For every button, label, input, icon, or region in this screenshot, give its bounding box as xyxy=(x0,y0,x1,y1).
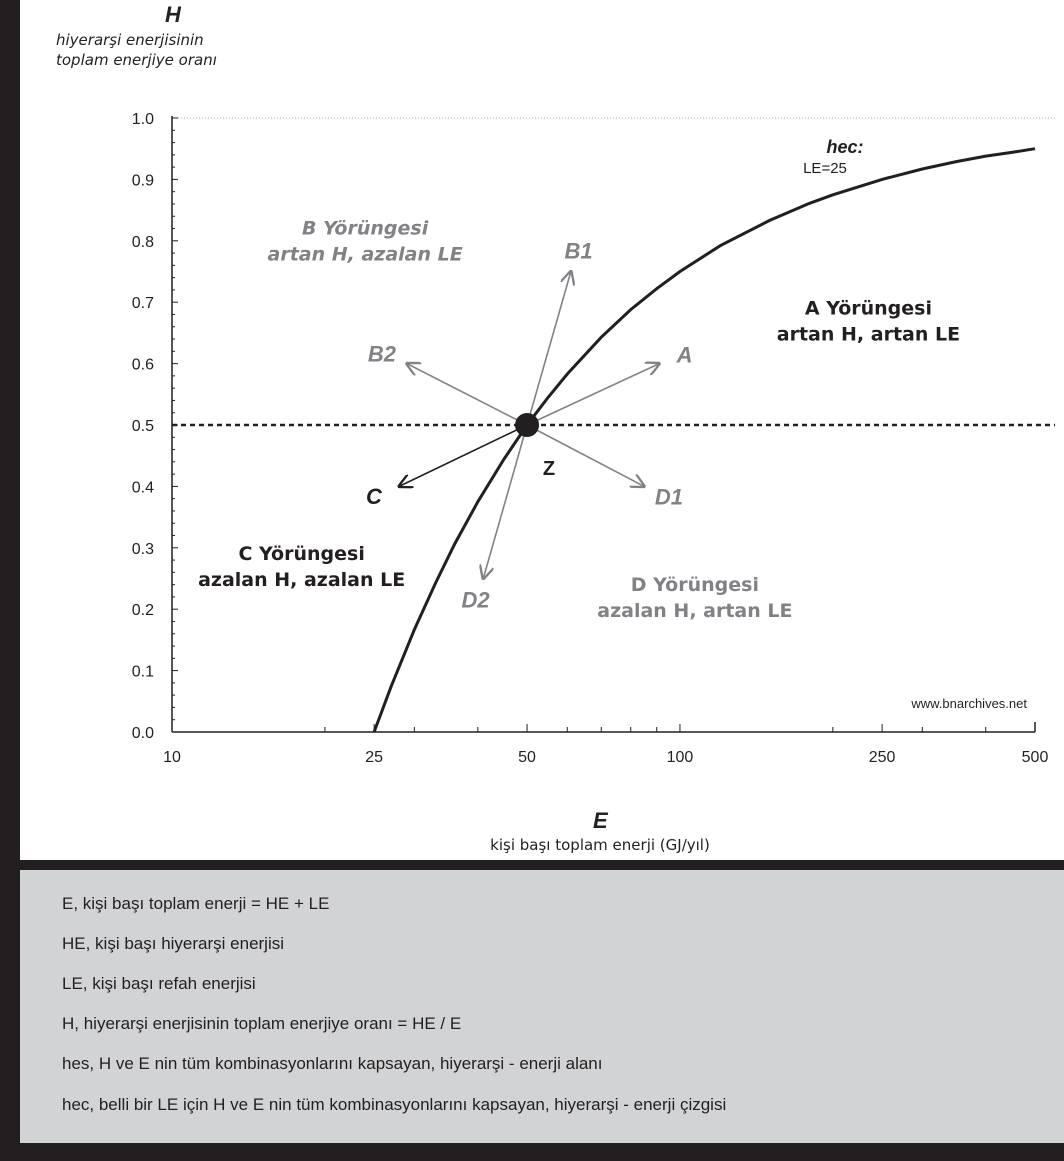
y-tick-label: 0.6 xyxy=(132,357,154,374)
region-label-line: A Yörüngesi xyxy=(805,297,932,319)
definition-line: HE, kişi başı hiyerarşi enerjisi xyxy=(62,934,285,953)
y-tick-label: 0.0 xyxy=(132,725,154,742)
region-label-line: azalan H, azalan LE xyxy=(198,569,405,591)
region-label-line: C Yörüngesi xyxy=(238,543,364,565)
arrow-label-a: A xyxy=(676,342,693,367)
y-tick-label: 0.5 xyxy=(132,418,154,435)
watermark: www.bnarchives.net xyxy=(910,696,1027,711)
chart-svg: 0.0 0.1 0.2 0.3 0.4 0.5 0.6 0.7 0.8 0.9 1.0 10 25 50 1… xyxy=(132,111,1055,766)
arrow-label-c: C xyxy=(366,484,383,509)
y-tick-label: 1.0 xyxy=(132,111,154,128)
x-tick-label: 10 xyxy=(163,749,181,766)
point-z-marker xyxy=(515,413,540,437)
y-axis-subtitle-line: toplam enerjiye oranı xyxy=(56,51,217,69)
arrow-d2 xyxy=(483,424,528,579)
x-tick-label: 25 xyxy=(365,749,383,766)
x-tick-label: 50 xyxy=(518,749,536,766)
definition-line: hec, belli bir LE için H ve E nin tüm ko… xyxy=(62,1095,727,1114)
definition-line: hes, H ve E nin tüm kombinasyonlarını ka… xyxy=(62,1054,603,1073)
point-z-label: Z xyxy=(543,458,555,480)
definition-line: H, hiyerarşi enerjisinin toplam enerjiye… xyxy=(62,1014,462,1033)
hec-series-sub: LE=25 xyxy=(803,160,847,177)
definition-line: LE, kişi başı refah enerjisi xyxy=(62,974,256,993)
y-tick-label: 0.7 xyxy=(132,295,154,312)
x-tick-label: 250 xyxy=(869,749,896,766)
y-tick-label: 0.3 xyxy=(132,541,154,558)
arrow-b2 xyxy=(407,364,528,426)
y-tick-label: 0.2 xyxy=(132,602,154,619)
region-label-line: D Yörüngesi xyxy=(631,574,759,596)
hec-series-name: hec: xyxy=(826,137,863,157)
y-tick-label: 0.8 xyxy=(132,234,154,251)
x-tick-label: 100 xyxy=(667,749,694,766)
y-axis-subtitle: hiyerarşi enerjisinin toplam enerjiye or… xyxy=(56,30,356,70)
y-tick-label: 0.9 xyxy=(132,172,154,189)
definitions-box: E, kişi başı toplam enerji = HE + LE HE,… xyxy=(20,870,1064,1143)
y-axis-subtitle-line: hiyerarşi enerjisinin xyxy=(56,31,204,49)
y-axis-title: H xyxy=(165,2,181,27)
definition-line: E, kişi başı toplam enerji = HE + LE xyxy=(62,894,330,913)
arrow-b1 xyxy=(526,272,571,426)
region-label-line: azalan H, artan LE xyxy=(597,600,792,622)
arrow-d1 xyxy=(526,424,644,486)
arrow-label-b2: B2 xyxy=(368,342,397,367)
x-axis-subtitle: kişi başı toplam enerji (GJ/yıl) xyxy=(490,836,710,854)
region-label-line: B Yörüngesi xyxy=(302,218,429,240)
x-tick-label: 500 xyxy=(1022,749,1049,766)
chart-panel: 0.0 0.1 0.2 0.3 0.4 0.5 0.6 0.7 0.8 0.9 1.0 10 25 50 1… xyxy=(20,0,1064,860)
arrow-a xyxy=(526,364,659,426)
region-label-line: artan H, azalan LE xyxy=(268,244,463,266)
hec-curve xyxy=(372,147,1036,733)
x-axis-title: E xyxy=(593,808,608,833)
y-tick-label: 0.1 xyxy=(132,664,154,681)
arrow-label-b1: B1 xyxy=(565,238,593,263)
arrow-label-d1: D1 xyxy=(655,485,683,510)
arrow-c xyxy=(399,424,528,486)
region-label-line: artan H, artan LE xyxy=(777,323,960,345)
arrow-label-d2: D2 xyxy=(462,588,491,613)
y-tick-label: 0.4 xyxy=(132,479,154,496)
